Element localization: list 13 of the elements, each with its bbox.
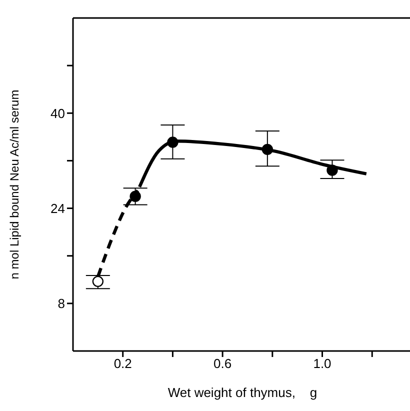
x-tick-label: 0.6 [214, 356, 232, 372]
y-axis-title: n mol Lipid bound Neu Ac/ml serum [7, 90, 22, 280]
y-tick-label: 40 [50, 106, 65, 121]
point [262, 144, 274, 156]
point [92, 276, 104, 288]
x-tick-label: 0.2 [114, 356, 132, 372]
x-axis-title: Wet weight of thymus, g [168, 385, 318, 400]
point [167, 136, 178, 148]
point [130, 190, 141, 202]
y-tick-label: 24 [50, 200, 65, 216]
y-tick-label: 8 [58, 296, 65, 312]
point [326, 164, 338, 176]
x-tick-label: 1.0 [313, 356, 332, 372]
